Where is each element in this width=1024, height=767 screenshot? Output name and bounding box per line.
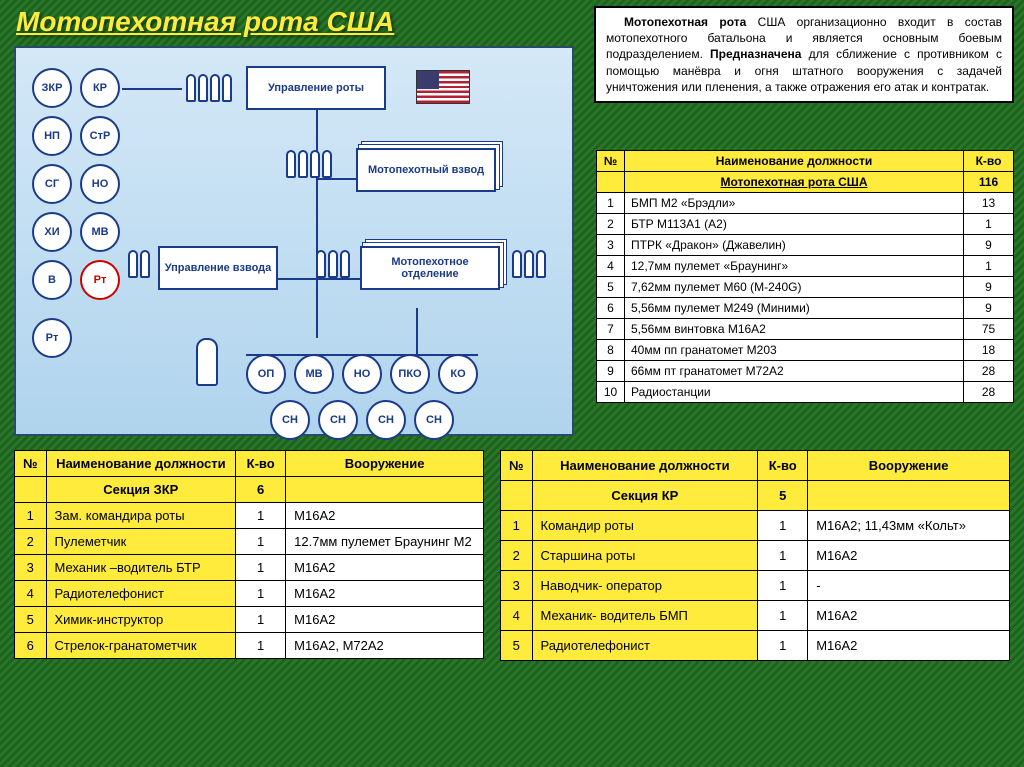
org-node: ХИ <box>32 212 72 252</box>
table-row: 75,56мм винтовка М16А275 <box>597 319 1014 340</box>
description-box: Мотопехотная рота США организационно вхо… <box>594 6 1014 103</box>
org-node: Рт <box>32 318 72 358</box>
table-row: 1Командир роты1М16А2; 11,43мм «Кольт» <box>501 511 1010 541</box>
org-node: СН <box>270 400 310 440</box>
table-row: 5Химик-инструктор1М16А2 <box>15 607 484 633</box>
table-row: 3Механик –водитель БТР1М16А2 <box>15 555 484 581</box>
bullets-squad-r <box>512 250 546 278</box>
th: К-во <box>758 451 808 481</box>
table-row: 966мм пт гранатомет М72А228 <box>597 361 1014 382</box>
org-node: НО <box>342 354 382 394</box>
table-row: 840мм пп гранатомет М20318 <box>597 340 1014 361</box>
org-node: НП <box>32 116 72 156</box>
org-node: СН <box>414 400 454 440</box>
table-main: № Наименование должности К-во Мотопехотн… <box>596 150 1014 403</box>
box-inf-squad: Мотопехотное отделение <box>360 246 500 290</box>
table-zkr: № Наименование должности К-во Вооружение… <box>14 450 484 659</box>
th: № <box>15 451 47 477</box>
th: № <box>501 451 533 481</box>
table-row: 4Радиотелефонист1М16А2 <box>15 581 484 607</box>
th-count: К-во <box>964 151 1014 172</box>
sec: Секция КР <box>532 481 758 511</box>
org-node: ОП <box>246 354 286 394</box>
table-row: 2Пулеметчик112.7мм пулемет Браунинг М2 <box>15 529 484 555</box>
org-node: СН <box>318 400 358 440</box>
table-row: 2БТР М113А1 (А2)1 <box>597 214 1014 235</box>
table-row: 2Старшина роты1М16А2 <box>501 541 1010 571</box>
org-node: КО <box>438 354 478 394</box>
table-row: 3Наводчик- оператор1- <box>501 571 1010 601</box>
desc-bold2: Предназначена <box>710 47 801 61</box>
th: Наименование должности <box>532 451 758 481</box>
org-node: КР <box>80 68 120 108</box>
table-row: 10Радиостанции28 <box>597 382 1014 403</box>
org-node: ЗКР <box>32 68 72 108</box>
sec: 6 <box>236 477 286 503</box>
bullets-platoon <box>286 150 332 178</box>
org-node: В <box>32 260 72 300</box>
table-row: 57,62мм пулемет М60 (М-240G)9 <box>597 277 1014 298</box>
org-node: СтР <box>80 116 120 156</box>
table-row: 5Радиотелефонист1М16А2 <box>501 631 1010 661</box>
org-node: СГ <box>32 164 72 204</box>
us-flag-icon <box>416 70 470 104</box>
sec: 5 <box>758 481 808 511</box>
org-node: НО <box>80 164 120 204</box>
table-row: 1Зам. командира роты1М16А2 <box>15 503 484 529</box>
table-row: 6Стрелок-гранатометчик1М16А2, М72А2 <box>15 633 484 659</box>
box-platoon-mgmt: Управление взвода <box>158 246 278 290</box>
table-kr: № Наименование должности К-во Вооружение… <box>500 450 1010 661</box>
org-diagram: ЗКРКРНПСтРСГНОХИМВВРтРт Управление роты … <box>14 46 574 436</box>
bullets-squad <box>316 250 350 278</box>
org-node: ПКО <box>390 354 430 394</box>
th-name: Наименование должности <box>625 151 964 172</box>
table-row: 4Механик- водитель БМП1М16А2 <box>501 601 1010 631</box>
bullets-plt-mgmt <box>128 250 150 278</box>
table-row: 65,56мм пулемет М249 (Миними)9 <box>597 298 1014 319</box>
th: Наименование должности <box>46 451 236 477</box>
th: Вооружение <box>808 451 1010 481</box>
table-row: 3ПТРК «Дракон» (Джавелин)9 <box>597 235 1014 256</box>
section-count: 116 <box>964 172 1014 193</box>
desc-bold1: Мотопехотная рота <box>624 15 746 29</box>
org-node: СН <box>366 400 406 440</box>
box-inf-platoon: Мотопехотный взвод <box>356 148 496 192</box>
th: К-во <box>236 451 286 477</box>
th-n: № <box>597 151 625 172</box>
sec: Секция ЗКР <box>46 477 236 503</box>
table-row: 1БМП М2 «Брэдли»13 <box>597 193 1014 214</box>
org-node: Рт <box>80 260 120 300</box>
org-node: МВ <box>80 212 120 252</box>
th: Вооружение <box>286 451 484 477</box>
box-company-mgmt: Управление роты <box>246 66 386 110</box>
org-node: МВ <box>294 354 334 394</box>
bullet-large <box>196 338 218 386</box>
table-row: 412,7мм пулемет «Браунинг»1 <box>597 256 1014 277</box>
bullets-company <box>186 74 232 102</box>
section-name: Мотопехотная рота США <box>625 172 964 193</box>
